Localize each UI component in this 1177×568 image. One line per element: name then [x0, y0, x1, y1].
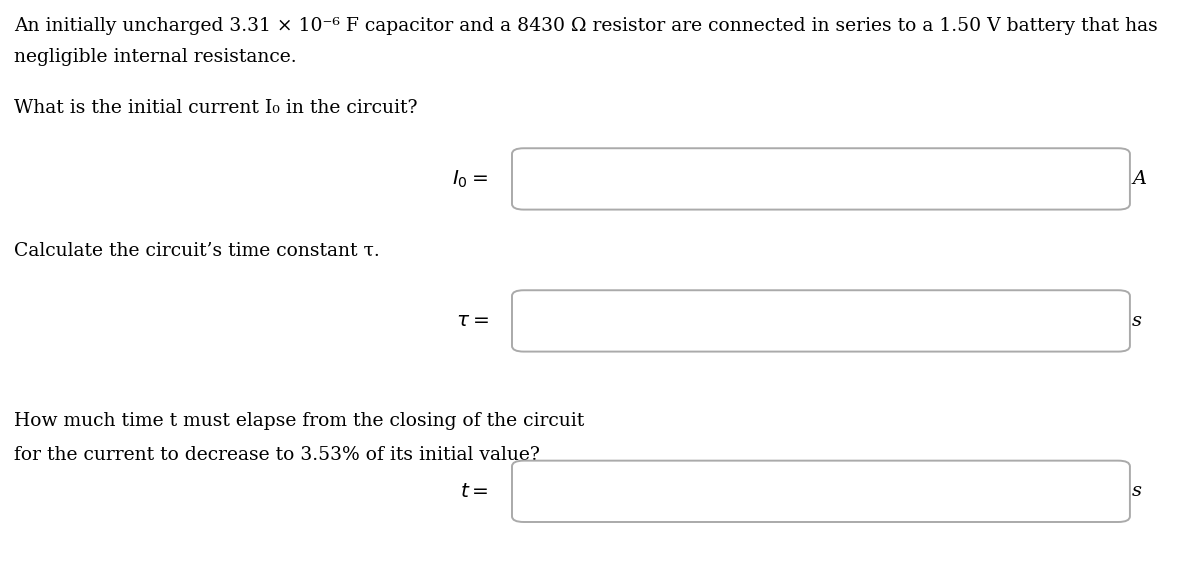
Text: A: A — [1132, 170, 1146, 188]
Text: An initially uncharged 3.31 × 10⁻⁶ F capacitor and a 8430 Ω resistor are connect: An initially uncharged 3.31 × 10⁻⁶ F cap… — [14, 17, 1158, 35]
FancyBboxPatch shape — [512, 461, 1130, 522]
Text: negligible internal resistance.: negligible internal resistance. — [14, 48, 297, 66]
FancyBboxPatch shape — [512, 290, 1130, 352]
Text: What is the initial current I₀ in the circuit?: What is the initial current I₀ in the ci… — [14, 99, 418, 118]
Text: How much time t must elapse from the closing of the circuit: How much time t must elapse from the clo… — [14, 412, 584, 430]
Text: s: s — [1132, 312, 1142, 330]
Text: for the current to decrease to 3.53% of its initial value?: for the current to decrease to 3.53% of … — [14, 446, 540, 464]
Text: $I_0 =$: $I_0 =$ — [452, 168, 488, 190]
Text: $\tau =$: $\tau =$ — [455, 311, 488, 331]
Text: s: s — [1132, 482, 1142, 500]
Text: Calculate the circuit’s time constant τ.: Calculate the circuit’s time constant τ. — [14, 241, 380, 260]
FancyBboxPatch shape — [512, 148, 1130, 210]
Text: $t =$: $t =$ — [460, 482, 488, 501]
